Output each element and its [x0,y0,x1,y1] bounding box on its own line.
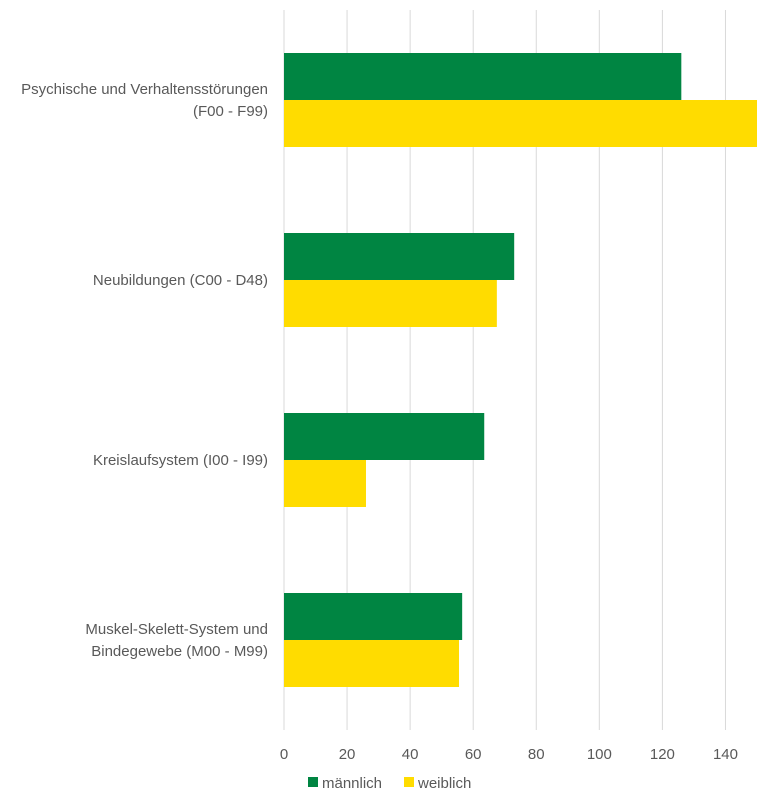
legend-label: männlich [322,775,382,792]
bar-männlich [284,593,463,640]
category-label: Muskel-Skelett-System und [85,621,268,638]
category-label: Bindegewebe (M00 - M99) [91,643,268,660]
legend-label: weiblich [417,775,471,792]
x-tick-labels: 0 20 40 60 80 100 120 140 [280,746,738,763]
category-label: Neubildungen (C00 - D48) [93,272,268,289]
x-tick-label: 0 [280,746,288,763]
x-tick-label: 60 [465,746,482,763]
bar-männlich [284,233,515,280]
legend-swatch [404,777,414,787]
x-tick-label: 80 [528,746,545,763]
bar-weiblich [284,100,757,147]
category-label: Kreislaufsystem (I00 - I99) [93,452,268,469]
x-tick-label: 100 [587,746,612,763]
x-tick-label: 20 [339,746,356,763]
legend: männlich weiblich [308,775,471,792]
bar-weiblich [284,280,497,327]
bar-weiblich [284,460,366,507]
category-label: (F00 - F99) [193,103,268,120]
bar-weiblich [284,640,460,687]
bar-männlich [284,53,682,100]
x-tick-label: 40 [402,746,419,763]
x-tick-label: 140 [713,746,738,763]
category-labels: Psychische und Verhaltensstörungen (F00 -… [21,81,268,660]
x-tick-label: 120 [650,746,675,763]
bars [284,53,757,687]
bar-männlich [284,413,485,460]
category-label: Psychische und Verhaltensstörungen [21,81,268,98]
legend-swatch [308,777,318,787]
